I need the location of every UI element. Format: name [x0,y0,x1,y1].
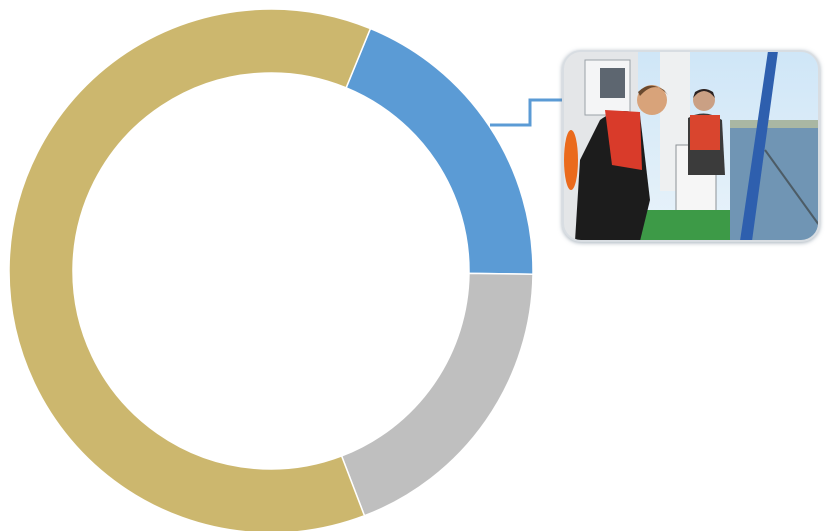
connector-line [490,98,563,127]
donut-segment [340,272,534,517]
donut-segment [345,27,534,275]
photo [562,50,820,242]
donut [8,8,534,531]
donut-segment [8,8,372,531]
